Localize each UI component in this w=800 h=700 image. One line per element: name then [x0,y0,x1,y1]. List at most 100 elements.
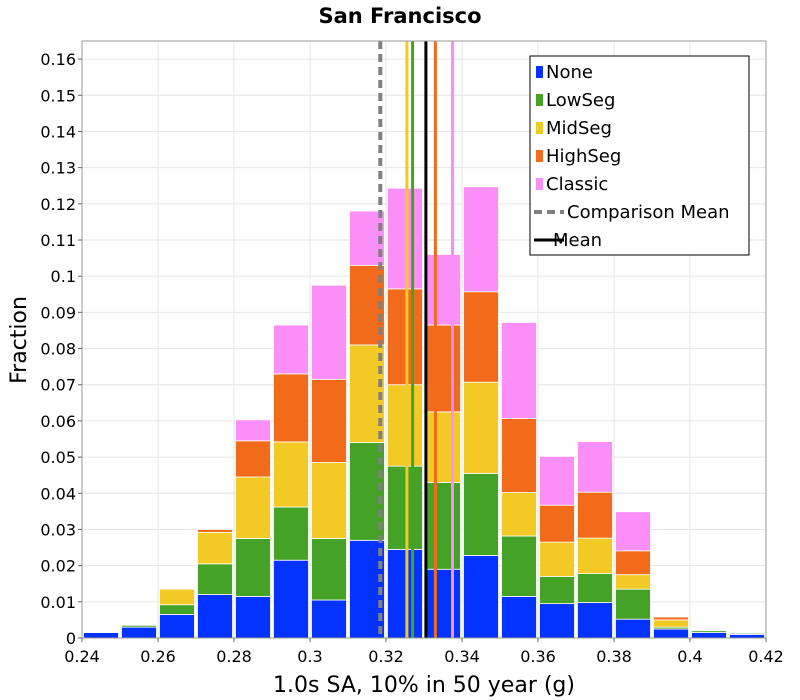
bar-classic-bin-12 [539,455,575,506]
x-tick-label: 0.28 [216,647,252,666]
bar-lowseg-bin-14 [615,588,651,620]
legend-label-lowseg: LowSeg [546,90,615,111]
bar-none-bin-13 [577,602,613,639]
bars-group [83,186,765,639]
x-tick-label: 0.38 [596,647,632,666]
legend-swatch-midseg [536,122,543,134]
bar-classic-bin-6 [311,284,347,380]
bar-lowseg-bin-11 [501,535,537,597]
bar-lowseg-bin-3 [197,563,233,595]
y-tick-label: 0.09 [40,303,76,322]
y-tick-label: 0.05 [40,448,76,467]
y-tick-label: 0.02 [40,557,76,576]
bar-midseg-bin-13 [577,537,613,574]
bar-highseg-bin-5 [273,373,309,443]
bar-midseg-bin-11 [501,492,537,537]
legend-label-midseg: MidSeg [546,118,612,139]
bar-none-bin-10 [463,555,499,639]
x-tick-label: 0.32 [368,647,404,666]
bar-lowseg-bin-5 [273,506,309,561]
bar-classic-bin-4 [235,419,271,442]
y-tick-label: 0.08 [40,340,76,359]
bar-highseg-bin-15 [653,616,689,621]
bar-none-bin-8 [387,548,423,639]
bar-none-bin-16 [691,632,727,639]
bar-midseg-bin-6 [311,462,347,539]
y-tick-label: 0.15 [40,86,76,105]
grid-lines [81,41,767,639]
bar-none-bin-0 [83,632,119,639]
bar-highseg-bin-11 [501,417,537,493]
bar-highseg-bin-3 [197,529,233,533]
y-tick-label: 0.03 [40,520,76,539]
legend-label-highseg: HighSeg [546,146,621,167]
y-tick-label: 0.11 [40,231,76,250]
bar-midseg-bin-3 [197,531,233,565]
x-tick-label: 0.36 [520,647,556,666]
bar-none-bin-1 [121,626,157,639]
bar-classic-bin-10 [463,186,499,293]
chart-title: San Francisco [318,4,481,28]
y-tick-label: 0.04 [40,484,76,503]
bar-midseg-bin-10 [463,381,499,474]
bar-classic-bin-13 [577,441,613,493]
bar-none-bin-4 [235,595,271,639]
bar-none-bin-12 [539,603,575,639]
bar-none-bin-3 [197,594,233,639]
legend-label-none: None [546,62,593,83]
bar-lowseg-bin-8 [387,465,423,550]
bar-highseg-bin-13 [577,491,613,539]
bar-midseg-bin-4 [235,476,271,539]
bar-none-bin-6 [311,599,347,639]
bar-midseg-bin-8 [387,384,423,467]
bar-midseg-bin-12 [539,541,575,577]
legend-label-comparison-mean: Comparison Mean [567,202,730,223]
legend-label-mean: Mean [553,230,602,251]
x-tick-label: 0.26 [140,647,176,666]
bar-lowseg-bin-2 [159,604,195,615]
bar-highseg-bin-14 [615,550,651,576]
mean-lines-group [378,41,454,638]
x-tick-label: 0.42 [748,647,784,666]
bar-none-bin-11 [501,595,537,639]
y-tick-label: 0.14 [40,122,76,141]
bar-highseg-bin-12 [539,504,575,543]
legend-swatch-lowseg [536,94,543,106]
y-tick-label: 0.01 [40,593,76,612]
bar-lowseg-bin-16 [691,630,727,633]
bar-classic-bin-9 [425,254,461,326]
legend-label-classic: Classic [546,174,608,195]
x-tick-label: 0.24 [64,647,100,666]
legend-swatch-none [536,66,543,78]
bar-lowseg-bin-13 [577,573,613,603]
bar-highseg-bin-4 [235,440,271,478]
bar-none-bin-17 [729,633,765,639]
y-tick-label: 0.07 [40,376,76,395]
bar-none-bin-14 [615,618,651,639]
bar-classic-bin-5 [273,324,309,375]
y-tick-label: 0.12 [40,195,76,214]
x-axis-ticks: 0.24 0.26 0.28 0.3 0.32 0.34 0.36 0.38 0.4 0.42 [64,638,784,666]
bar-lowseg-bin-6 [311,538,347,601]
x-tick-label: 0.4 [677,647,702,666]
y-tick-label: 0.1 [51,267,76,286]
bar-lowseg-bin-10 [463,472,499,556]
bar-midseg-bin-5 [273,441,309,508]
x-axis-label: 1.0s SA, 10% in 50 year (g) [273,673,575,698]
bar-lowseg-bin-17 [729,632,765,635]
x-tick-label: 0.3 [297,647,322,666]
bar-lowseg-bin-4 [235,538,271,597]
bar-midseg-bin-14 [615,574,651,590]
bar-lowseg-bin-9 [425,482,461,570]
bar-classic-bin-11 [501,322,537,419]
bar-none-bin-9 [425,568,461,639]
y-axis-label: Fraction [7,296,32,384]
y-tick-label: 0 [66,629,76,648]
y-tick-label: 0.13 [40,159,76,178]
bar-classic-bin-8 [387,187,423,290]
bar-lowseg-bin-12 [539,576,575,605]
bar-midseg-bin-9 [425,411,461,483]
plot-frame [81,40,767,639]
bar-highseg-bin-6 [311,378,347,463]
